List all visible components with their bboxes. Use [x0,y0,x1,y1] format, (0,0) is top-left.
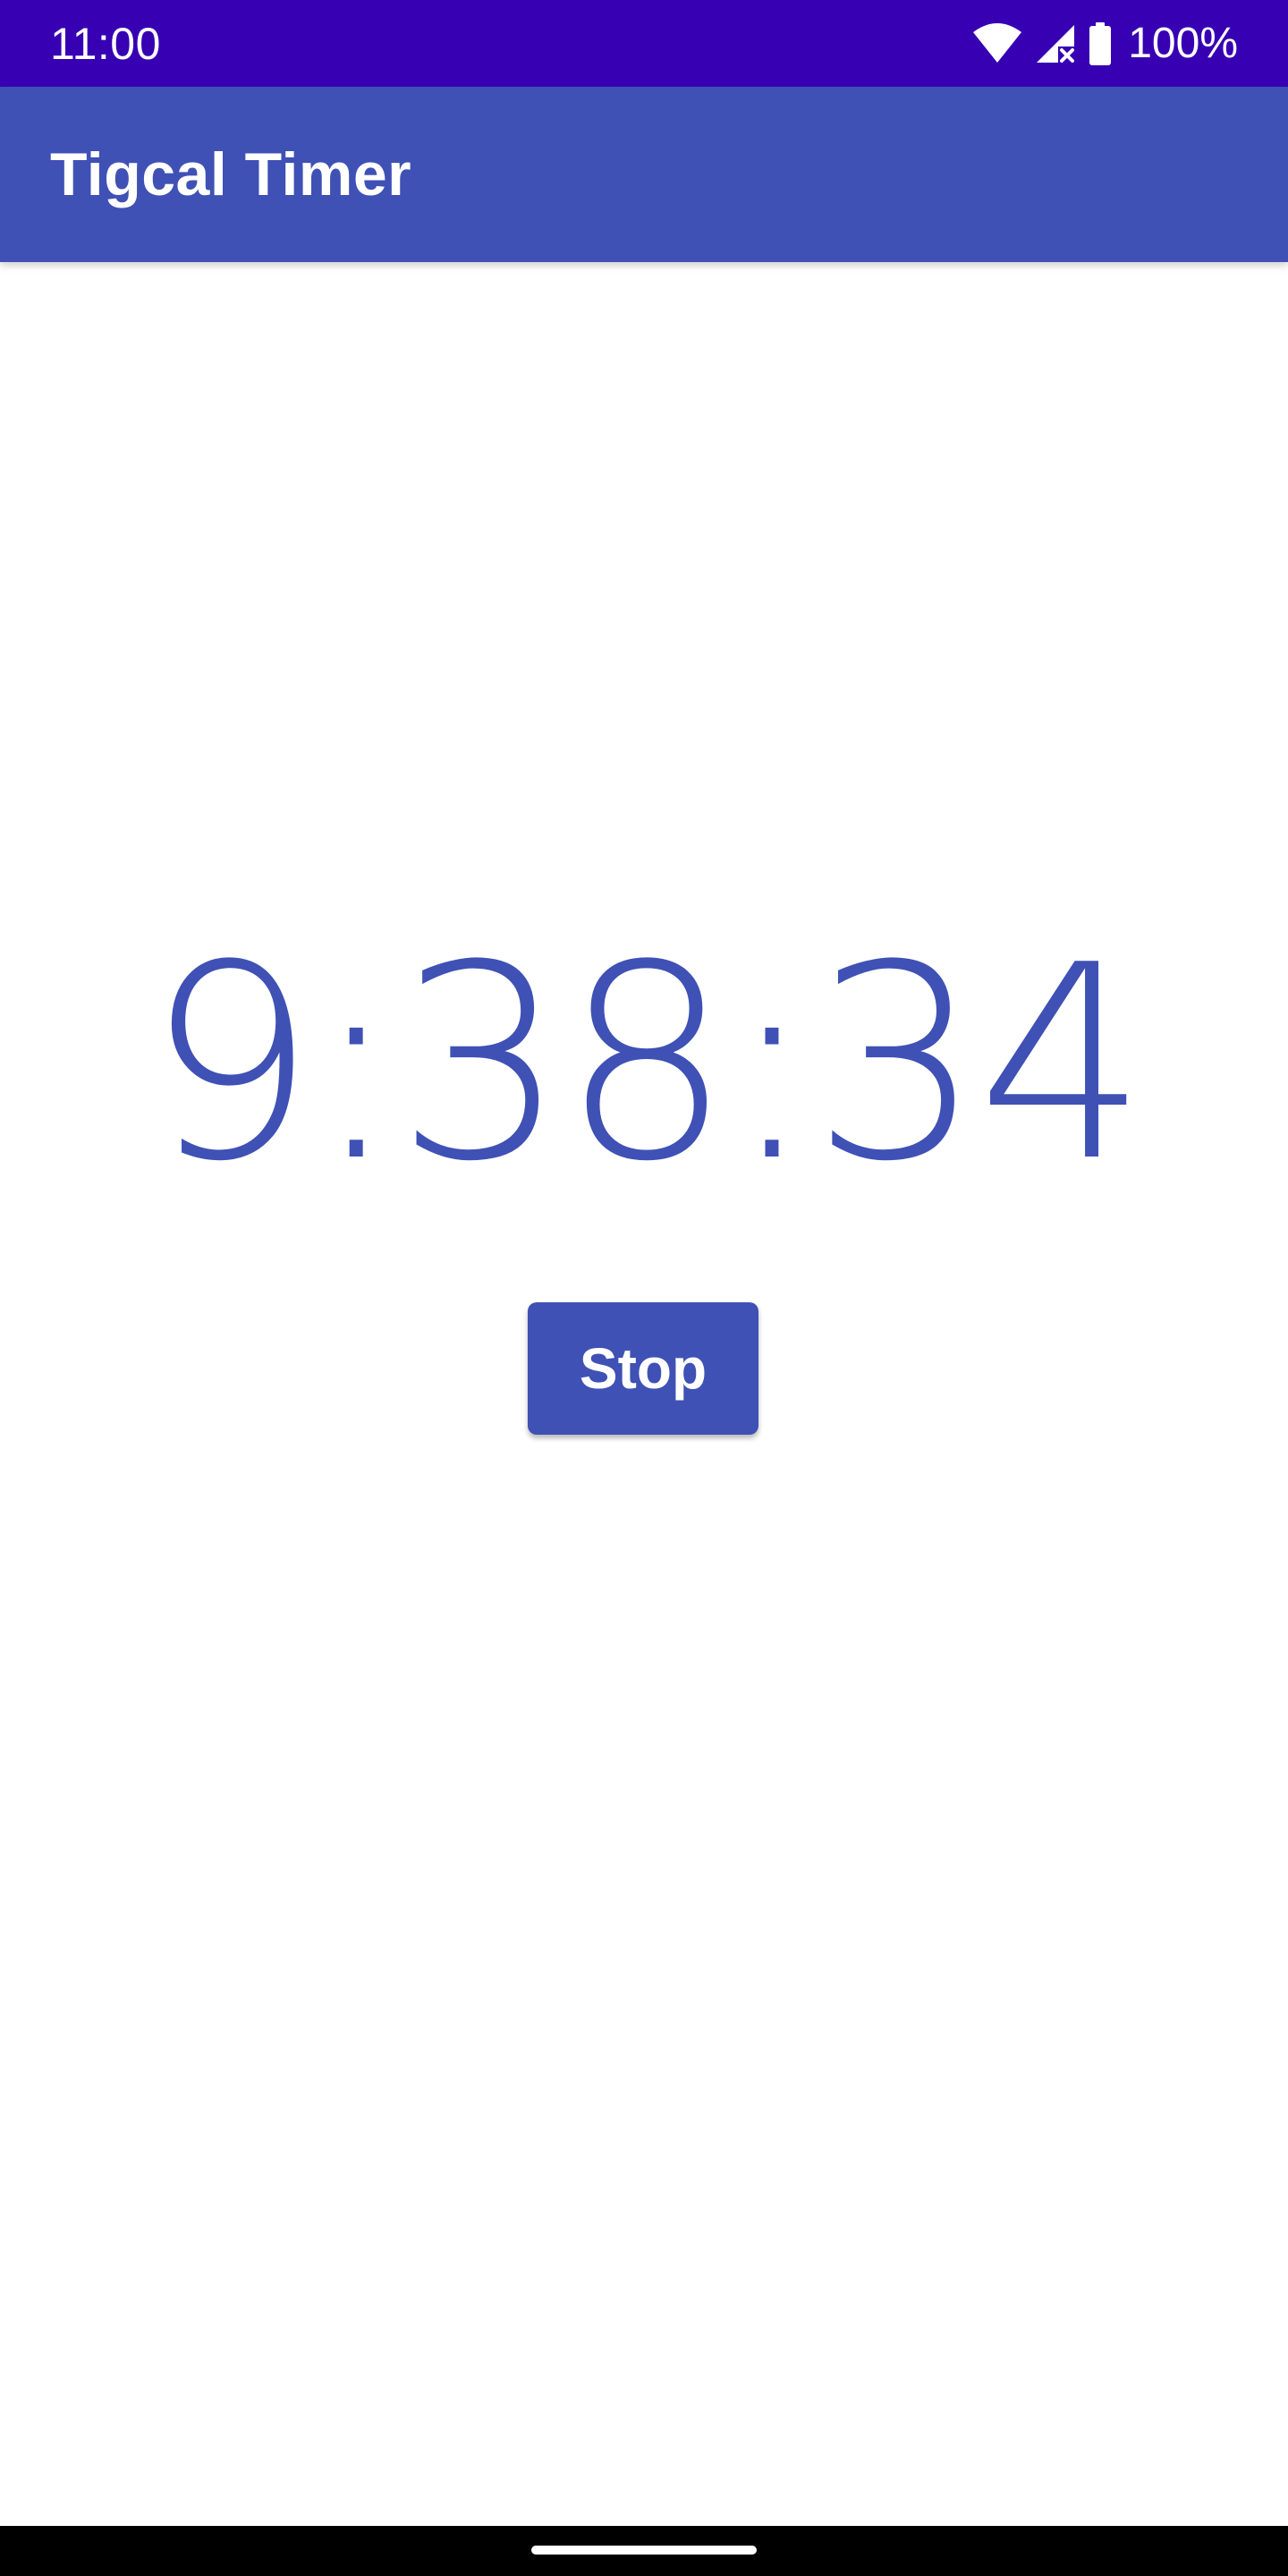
timer-display: 9:38:34 [145,908,1148,1220]
status-bar: 11:00 100% [0,0,1288,87]
signal-no-service-icon [1035,23,1076,64]
gesture-handle[interactable] [531,2546,757,2555]
app-bar: Tigcal Timer [0,87,1288,262]
status-time: 11:00 [50,19,161,69]
stop-button[interactable]: Stop [528,1302,758,1435]
app-title: Tigcal Timer [50,140,412,208]
battery-percentage: 100% [1128,20,1238,67]
wifi-icon [972,23,1022,64]
status-icons: 100% [972,18,1238,70]
navigation-bar [0,2526,1288,2576]
battery-icon [1089,22,1112,65]
